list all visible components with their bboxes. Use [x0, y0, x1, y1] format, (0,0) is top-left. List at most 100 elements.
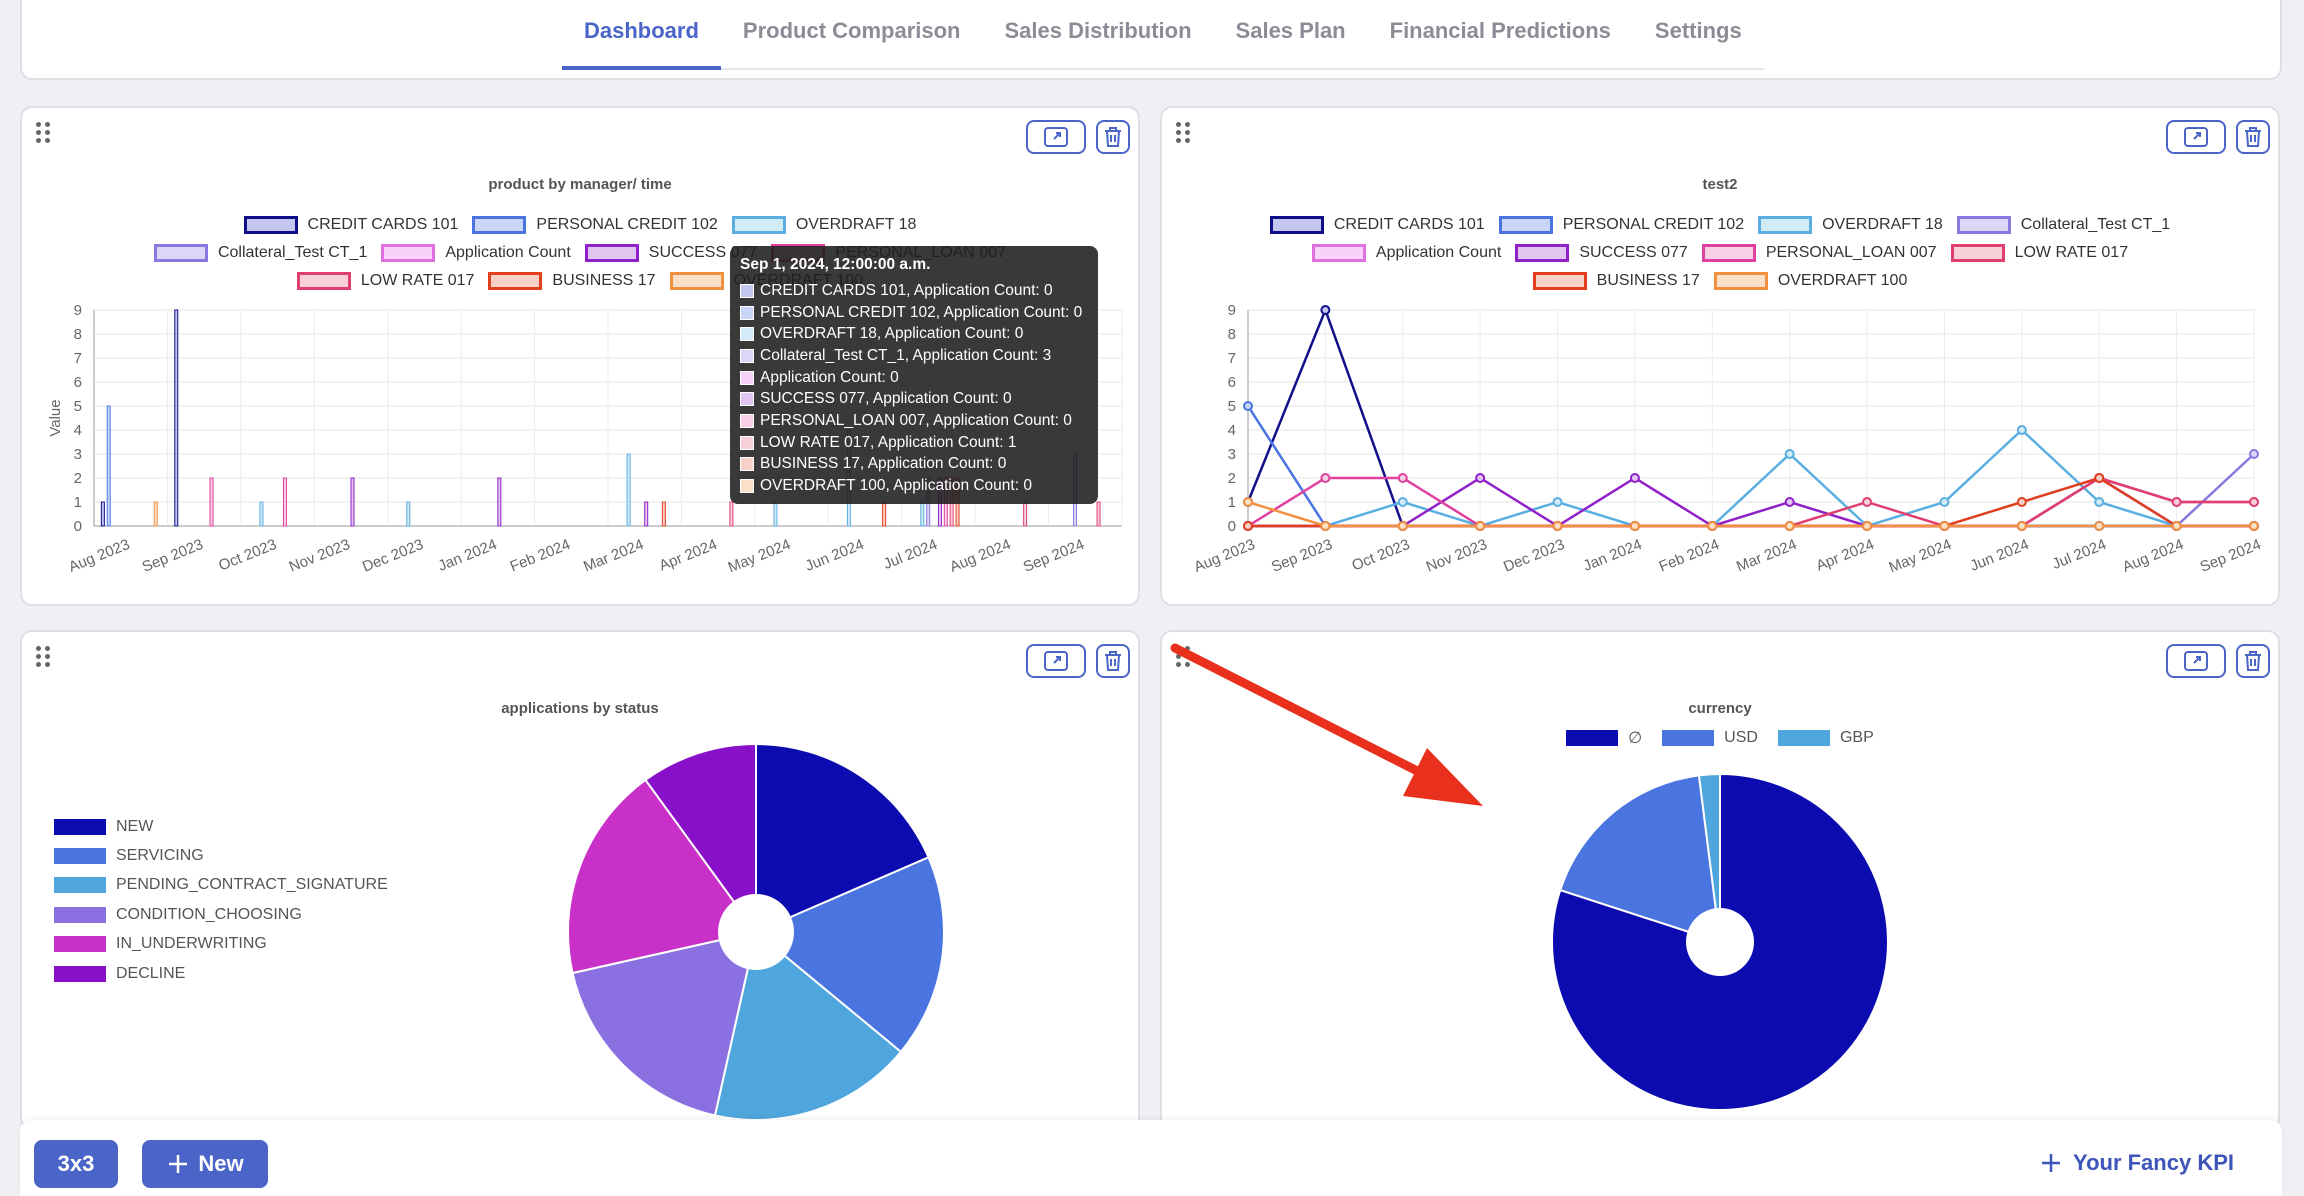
data-point[interactable] — [1939, 497, 1950, 507]
data-point[interactable] — [2016, 497, 2027, 507]
drag-handle-icon[interactable] — [36, 646, 52, 668]
data-point[interactable] — [1475, 521, 1486, 531]
series-line[interactable] — [1246, 306, 2254, 528]
data-point[interactable] — [1397, 521, 1408, 531]
legend-item[interactable]: NEW — [54, 812, 388, 841]
tab-sales-plan[interactable]: Sales Plan — [1235, 18, 1346, 43]
new-widget-button[interactable]: New — [142, 1140, 268, 1188]
data-point[interactable] — [1784, 521, 1795, 531]
legend-item[interactable]: ∅ — [1566, 728, 1642, 748]
data-point[interactable] — [2249, 521, 2259, 531]
data-point[interactable] — [1475, 473, 1486, 483]
tab-financial-predictions[interactable]: Financial Predictions — [1389, 18, 1611, 43]
legend-item[interactable]: PERSONAL CREDIT 102 — [472, 216, 718, 234]
legend-item[interactable]: PERSONAL CREDIT 102 — [1498, 216, 1744, 234]
legend-item[interactable]: OVERDRAFT 18 — [731, 216, 916, 234]
pie-slice[interactable] — [644, 742, 757, 936]
pie-slice[interactable] — [1551, 772, 1889, 1111]
layout-3x3-button[interactable]: 3x3 — [34, 1140, 118, 1188]
pie-slice[interactable] — [571, 930, 758, 1117]
pie-slice[interactable] — [1697, 772, 1721, 943]
bar[interactable] — [644, 501, 649, 527]
data-point[interactable] — [2249, 497, 2259, 507]
bar[interactable] — [106, 405, 111, 527]
data-point[interactable] — [2249, 449, 2259, 459]
expand-button[interactable] — [1026, 120, 1086, 154]
legend-item[interactable]: CREDIT CARDS 101 — [243, 216, 458, 234]
legend-item[interactable]: LOW RATE 017 — [1950, 244, 2128, 262]
bar[interactable] — [1023, 501, 1028, 527]
pie-slice[interactable] — [1558, 774, 1722, 944]
legend-item[interactable]: LOW RATE 017 — [296, 272, 474, 290]
add-kpi-button[interactable]: Your Fancy KPI — [2039, 1150, 2234, 1176]
data-point[interactable] — [2094, 473, 2105, 483]
pie-slice[interactable] — [567, 778, 758, 975]
legend-item[interactable]: CREDIT CARDS 101 — [1269, 216, 1485, 234]
tab-sales-distribution[interactable]: Sales Distribution — [1004, 18, 1192, 43]
legend-item[interactable]: USD — [1662, 728, 1758, 748]
bar[interactable] — [259, 501, 264, 527]
bar[interactable] — [282, 477, 287, 527]
delete-button[interactable] — [2236, 644, 2270, 678]
data-point[interactable] — [2094, 521, 2105, 531]
data-point[interactable] — [1552, 521, 1563, 531]
data-point[interactable] — [1320, 305, 1331, 315]
data-point[interactable] — [1784, 497, 1795, 507]
data-point[interactable] — [1629, 521, 1640, 531]
legend-item[interactable]: SUCCESS 077 — [1515, 244, 1688, 262]
bar[interactable] — [350, 477, 355, 527]
legend-item[interactable]: OVERDRAFT 100 — [1713, 272, 1907, 290]
tab-settings[interactable]: Settings — [1654, 18, 1742, 43]
data-point[interactable] — [1862, 521, 1873, 531]
legend-item[interactable]: Application Count — [381, 244, 571, 262]
bar[interactable] — [920, 501, 925, 527]
bar[interactable] — [773, 501, 778, 527]
data-point[interactable] — [1862, 497, 1873, 507]
bar[interactable] — [661, 501, 666, 527]
data-point[interactable] — [2094, 497, 2105, 507]
series-line[interactable] — [1248, 428, 2254, 528]
pie-slice[interactable] — [713, 930, 903, 1121]
bar[interactable] — [406, 501, 411, 527]
delete-button[interactable] — [2236, 120, 2270, 154]
legend-item[interactable]: PENDING_CONTRACT_SIGNATURE — [54, 871, 388, 900]
data-point[interactable] — [1397, 497, 1408, 507]
series-line[interactable] — [1246, 405, 2254, 528]
bar[interactable] — [882, 501, 887, 527]
expand-button[interactable] — [2166, 120, 2226, 154]
legend-item[interactable]: Collateral_Test CT_1 — [153, 244, 367, 262]
drag-handle-icon[interactable] — [36, 122, 52, 144]
bar[interactable] — [153, 501, 158, 527]
legend-item[interactable]: SERVICING — [54, 841, 388, 870]
data-point[interactable] — [2171, 521, 2182, 531]
data-point[interactable] — [2016, 425, 2027, 435]
data-point[interactable] — [1629, 473, 1640, 483]
data-point[interactable] — [1243, 401, 1253, 411]
delete-button[interactable] — [1096, 644, 1130, 678]
data-point[interactable] — [1243, 497, 1253, 507]
bar[interactable] — [1096, 501, 1101, 527]
legend-item[interactable]: Collateral_Test CT_1 — [1956, 216, 2170, 234]
series-line[interactable] — [1247, 500, 2254, 528]
data-point[interactable] — [1784, 449, 1795, 459]
data-point[interactable] — [2171, 497, 2182, 507]
data-point[interactable] — [1320, 521, 1331, 531]
bar[interactable] — [497, 477, 502, 527]
bar[interactable] — [100, 501, 105, 527]
legend-item[interactable]: IN_UNDERWRITING — [54, 930, 388, 959]
bar[interactable] — [729, 501, 734, 527]
data-point[interactable] — [1552, 497, 1563, 507]
bar[interactable] — [174, 309, 179, 527]
bar[interactable] — [209, 477, 214, 527]
expand-button[interactable] — [2166, 644, 2226, 678]
tab-product-comparison[interactable]: Product Comparison — [742, 18, 961, 43]
tab-dashboard[interactable]: Dashboard — [562, 0, 721, 70]
data-point[interactable] — [1939, 521, 1950, 531]
legend-item[interactable]: BUSINESS 17 — [1532, 272, 1700, 290]
bar[interactable] — [626, 453, 631, 527]
data-point[interactable] — [2016, 521, 2027, 531]
drag-handle-icon[interactable] — [1176, 122, 1192, 144]
legend-item[interactable]: PERSONAL_LOAN 007 — [1701, 244, 1937, 262]
legend-item[interactable]: DECLINE — [54, 959, 388, 988]
expand-button[interactable] — [1026, 644, 1086, 678]
